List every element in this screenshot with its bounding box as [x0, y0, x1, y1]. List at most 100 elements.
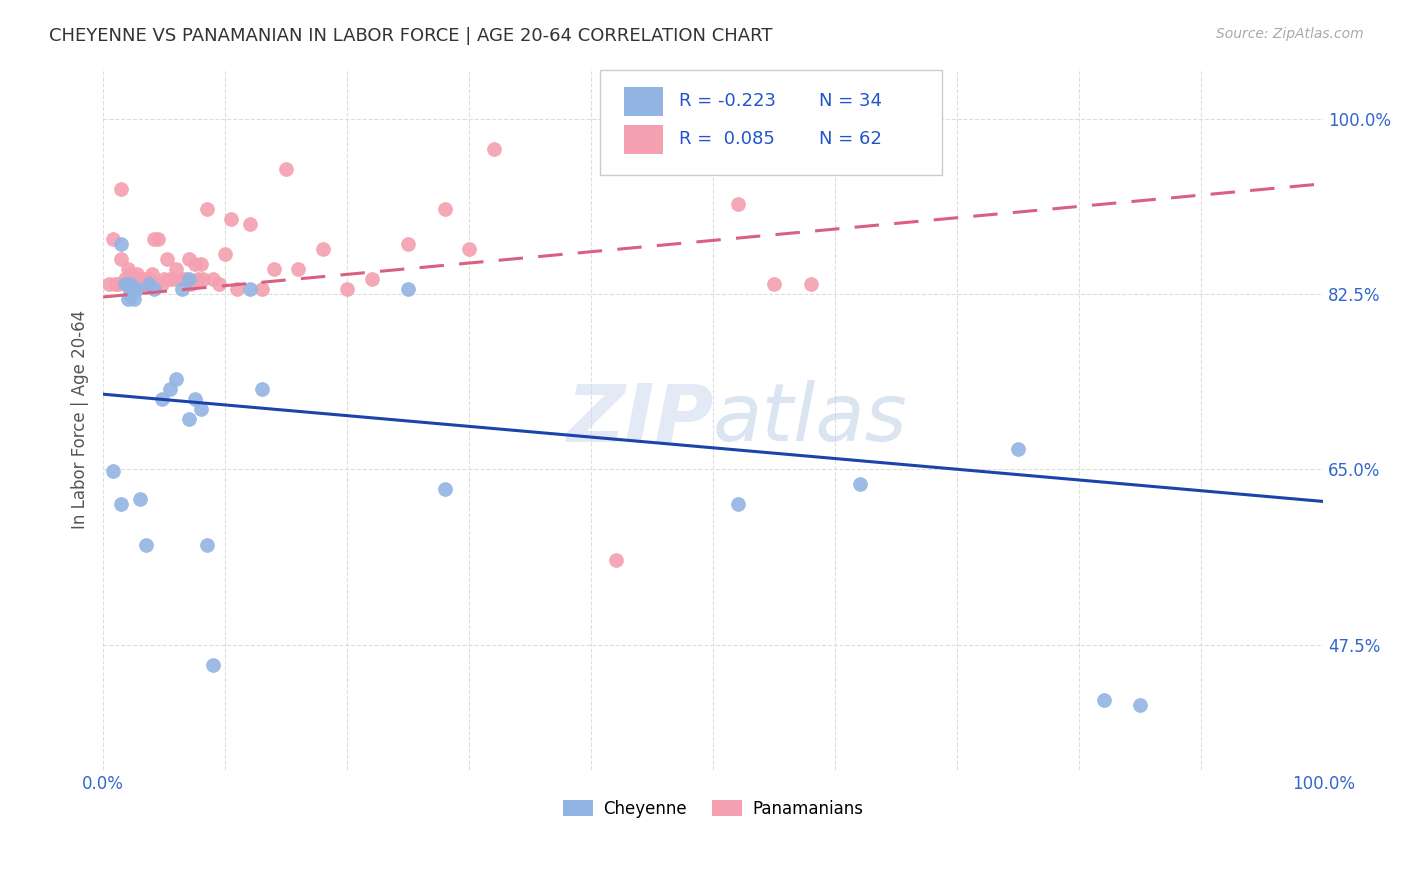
- Point: [127, 277, 149, 291]
- Point: [155, 252, 177, 266]
- Point: [150, 392, 173, 407]
- Point: [114, 277, 136, 291]
- Point: [727, 498, 749, 512]
- Text: atlas: atlas: [713, 380, 908, 458]
- Point: [433, 202, 456, 216]
- Point: [177, 272, 200, 286]
- Point: [98, 277, 121, 291]
- Point: [135, 272, 157, 286]
- Point: [101, 464, 124, 478]
- Text: R =  0.085: R = 0.085: [679, 130, 775, 148]
- Point: [127, 282, 149, 296]
- Point: [117, 292, 139, 306]
- Point: [117, 277, 139, 291]
- Point: [101, 232, 124, 246]
- Point: [165, 262, 187, 277]
- Point: [114, 277, 136, 291]
- Text: R = -0.223: R = -0.223: [679, 93, 776, 111]
- Point: [174, 272, 197, 286]
- Point: [118, 277, 141, 291]
- Point: [180, 277, 202, 291]
- Point: [1129, 698, 1152, 712]
- Text: Source: ZipAtlas.com: Source: ZipAtlas.com: [1216, 27, 1364, 41]
- Point: [128, 272, 150, 286]
- Point: [141, 267, 163, 281]
- Point: [250, 382, 273, 396]
- Point: [848, 477, 870, 491]
- Point: [110, 252, 132, 266]
- Point: [172, 282, 194, 296]
- FancyBboxPatch shape: [624, 87, 664, 116]
- Point: [104, 277, 127, 291]
- Point: [110, 182, 132, 196]
- Text: N = 34: N = 34: [820, 93, 883, 111]
- FancyBboxPatch shape: [624, 125, 664, 154]
- Point: [190, 402, 212, 417]
- Point: [117, 262, 139, 277]
- Point: [250, 282, 273, 296]
- Point: [117, 277, 139, 291]
- Point: [190, 257, 212, 271]
- Point: [138, 277, 160, 291]
- Point: [118, 277, 141, 291]
- Point: [165, 372, 187, 386]
- Point: [433, 483, 456, 497]
- Point: [336, 282, 359, 296]
- Point: [312, 242, 335, 256]
- Point: [110, 498, 132, 512]
- Point: [214, 247, 236, 261]
- Point: [183, 257, 205, 271]
- Point: [195, 202, 218, 216]
- Point: [219, 211, 242, 226]
- Point: [122, 282, 145, 296]
- Point: [172, 272, 194, 286]
- Point: [238, 282, 260, 296]
- Point: [122, 277, 145, 291]
- Point: [458, 242, 481, 256]
- Point: [482, 142, 505, 156]
- Point: [153, 272, 176, 286]
- Point: [195, 537, 218, 551]
- Point: [135, 277, 157, 291]
- Point: [238, 217, 260, 231]
- Legend: Cheyenne, Panamanians: Cheyenne, Panamanians: [557, 794, 870, 825]
- Y-axis label: In Labor Force | Age 20-64: In Labor Force | Age 20-64: [72, 310, 89, 529]
- Text: ZIP: ZIP: [565, 380, 713, 458]
- Point: [146, 232, 169, 246]
- Point: [122, 272, 145, 286]
- Point: [1092, 693, 1115, 707]
- Point: [201, 657, 224, 672]
- Point: [193, 272, 215, 286]
- Point: [128, 492, 150, 507]
- Point: [114, 272, 136, 286]
- Point: [226, 282, 249, 296]
- Text: N = 62: N = 62: [820, 130, 882, 148]
- Point: [201, 272, 224, 286]
- Point: [208, 277, 231, 291]
- Point: [159, 272, 181, 286]
- Point: [150, 277, 173, 291]
- FancyBboxPatch shape: [600, 70, 942, 175]
- Point: [276, 161, 298, 176]
- Point: [1007, 442, 1029, 457]
- Point: [727, 196, 749, 211]
- Point: [396, 236, 419, 251]
- Point: [800, 277, 823, 291]
- Point: [360, 272, 382, 286]
- Point: [138, 272, 160, 286]
- Point: [127, 277, 149, 291]
- Point: [159, 382, 181, 396]
- Point: [131, 272, 153, 286]
- Point: [110, 236, 132, 251]
- Point: [138, 272, 160, 286]
- Point: [263, 262, 285, 277]
- Point: [177, 412, 200, 426]
- Point: [177, 252, 200, 266]
- Point: [143, 282, 166, 296]
- Point: [163, 272, 186, 286]
- Point: [118, 267, 141, 281]
- Point: [605, 552, 627, 566]
- Text: CHEYENNE VS PANAMANIAN IN LABOR FORCE | AGE 20-64 CORRELATION CHART: CHEYENNE VS PANAMANIAN IN LABOR FORCE | …: [49, 27, 773, 45]
- Point: [763, 277, 786, 291]
- Point: [135, 537, 157, 551]
